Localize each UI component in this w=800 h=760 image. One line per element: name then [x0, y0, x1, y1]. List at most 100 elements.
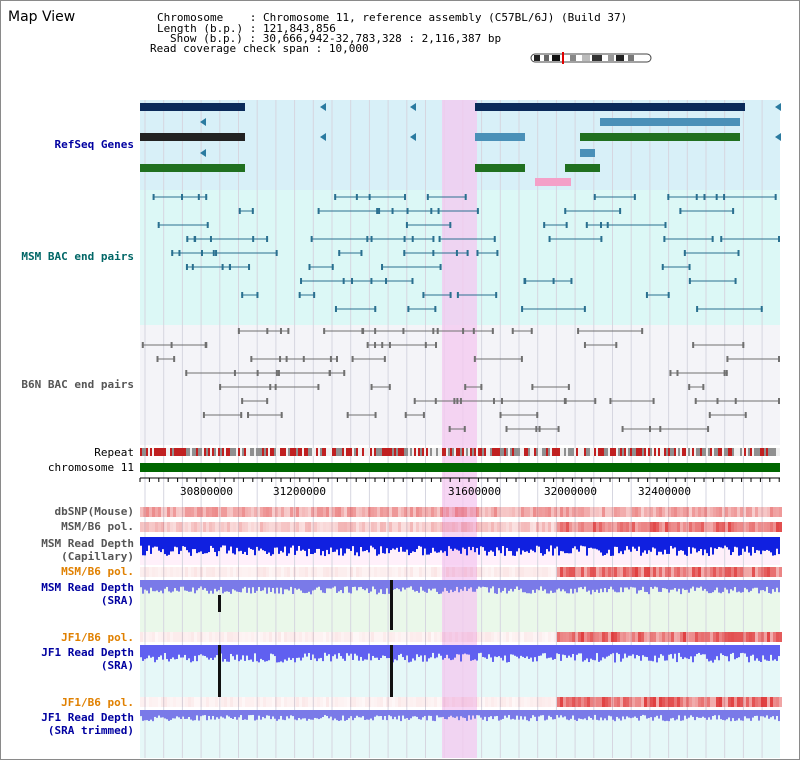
polymorphism-cell [554, 507, 557, 517]
read-depth-bar [762, 580, 764, 591]
polymorphism-cell [626, 567, 629, 577]
polymorphism-cell [731, 507, 734, 517]
polymorphism-cell [737, 522, 740, 532]
polymorphism-cell [455, 522, 458, 532]
read-depth-bar [418, 580, 420, 593]
bac-end-tick [287, 328, 290, 334]
polymorphism-cell [158, 507, 161, 517]
chromosome-ideogram[interactable] [530, 52, 652, 64]
polymorphism-cell [164, 567, 167, 577]
polymorphism-cell [542, 507, 545, 517]
read-depth-bar [246, 580, 248, 593]
read-depth-bar [368, 537, 370, 553]
repeat-mark [300, 448, 302, 456]
polymorphism-cell [485, 507, 488, 517]
polymorphism-cell [350, 522, 353, 532]
read-depth-bar [336, 645, 338, 659]
read-depth-bar [298, 580, 300, 589]
polymorphism-cell [161, 522, 164, 532]
read-depth-bar [366, 645, 368, 660]
repeat-mark [362, 448, 364, 456]
repeat-mark [146, 448, 148, 456]
polymorphism-cell [533, 697, 536, 707]
polymorphism-cell [320, 522, 323, 532]
polymorphism-cell [506, 567, 509, 577]
repeat-mark [324, 448, 326, 456]
read-depth-bar [392, 537, 394, 549]
polymorphism-cell [296, 567, 299, 577]
repeat-mark [304, 448, 306, 456]
bac-end-tick [720, 236, 723, 242]
read-depth-bar [300, 710, 302, 720]
polymorphism-cell [428, 507, 431, 517]
polymorphism-cell [275, 507, 278, 517]
polymorphism-cell [710, 507, 713, 517]
repeat-mark [376, 448, 378, 456]
read-depth-bar [346, 537, 348, 549]
read-depth-bar [704, 580, 706, 589]
polymorphism-cell [197, 522, 200, 532]
read-depth-bar [724, 537, 726, 546]
repeat-mark [348, 448, 350, 456]
polymorphism-cell [242, 507, 245, 517]
polymorphism-cell [722, 522, 725, 532]
read-depth-bar [542, 537, 544, 556]
repeat-mark [408, 448, 410, 456]
read-depth-bar [360, 537, 362, 547]
polymorphism-cell [332, 632, 335, 642]
track-label-msm-pol: MSM/B6 pol. [61, 520, 134, 533]
polymorphism-cell [734, 507, 737, 517]
read-depth-bar [646, 710, 648, 719]
read-depth-bar [602, 645, 604, 658]
read-depth-bar [452, 580, 454, 593]
read-depth-bar [248, 580, 250, 588]
read-depth-bar [164, 580, 166, 589]
polymorphism-cell [719, 697, 722, 707]
read-depth-bar [492, 645, 494, 662]
polymorphism-cell [497, 567, 500, 577]
polymorphism-cell [152, 697, 155, 707]
polymorphism-cell [596, 632, 599, 642]
read-depth-bar [296, 710, 298, 721]
repeat-mark [308, 448, 310, 456]
polymorphism-cell [473, 507, 476, 517]
polymorphism-cell [485, 697, 488, 707]
read-depth-bar [234, 645, 236, 660]
polymorphism-cell [497, 632, 500, 642]
read-depth-bar [426, 645, 428, 662]
read-depth-bar [234, 537, 236, 555]
polymorphism-cell [683, 567, 686, 577]
read-depth-bar [274, 537, 276, 548]
polymorphism-cell [587, 507, 590, 517]
read-depth-bar [388, 645, 390, 659]
read-depth-bar [768, 537, 770, 551]
read-depth-bar [336, 710, 338, 721]
polymorphism-cell [251, 507, 254, 517]
bac-end-tick [594, 398, 597, 404]
bac-end-tick [725, 370, 728, 376]
polymorphism-cell [278, 507, 281, 517]
read-depth-bar [178, 710, 180, 718]
polymorphism-cell [293, 567, 296, 577]
read-depth-bar [158, 710, 160, 716]
read-depth-bar [206, 537, 208, 554]
read-depth-bar [232, 537, 234, 554]
read-depth-bar [494, 645, 496, 657]
polymorphism-cell [755, 697, 758, 707]
polymorphism-cell [557, 507, 560, 517]
repeat-mark [442, 448, 444, 456]
polymorphism-cell [404, 632, 407, 642]
polymorphism-cell [680, 567, 683, 577]
read-depth-bar [202, 537, 204, 554]
read-depth-bar [256, 645, 258, 662]
polymorphism-cell [662, 522, 665, 532]
read-depth-bar [146, 645, 148, 659]
bac-end-tick [403, 250, 406, 256]
repeat-mark [240, 448, 242, 456]
repeat-mark [210, 448, 212, 456]
polymorphism-cell [611, 522, 614, 532]
polymorphism-cell [455, 632, 458, 642]
read-depth-bar [328, 580, 330, 589]
read-depth-bar [552, 645, 554, 660]
